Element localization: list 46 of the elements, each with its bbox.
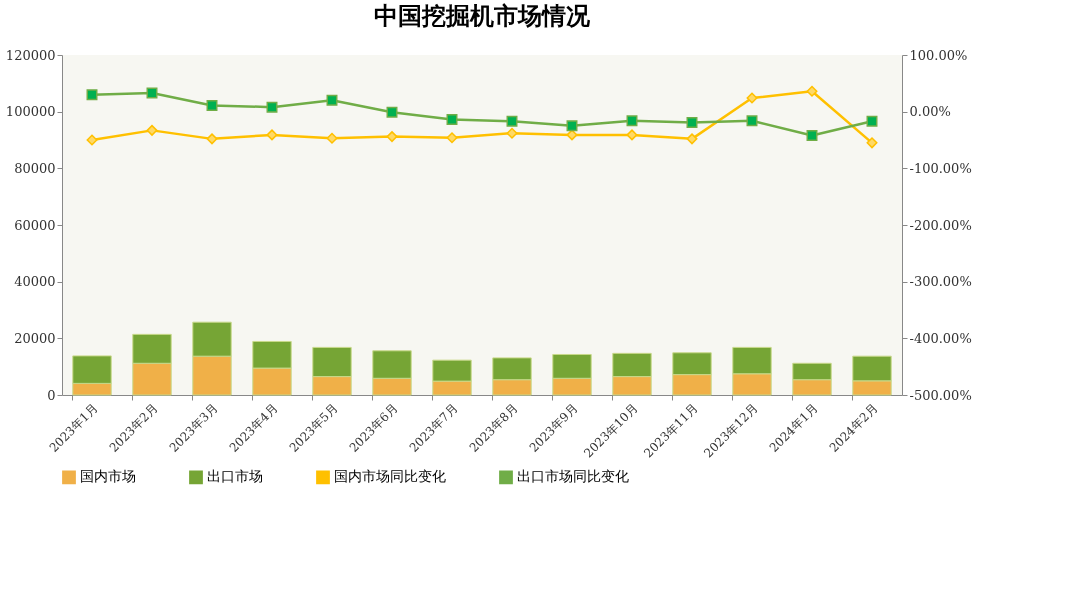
point	[626, 115, 638, 127]
legend-label: 国内市场同比变化	[334, 468, 446, 485]
point	[806, 85, 818, 97]
y-tick-label: 80000	[14, 160, 56, 176]
point	[386, 106, 398, 118]
y-tick-label: 40000	[14, 274, 56, 290]
y-tick-label: 100000	[5, 104, 56, 120]
legend-label: 出口市场同比变化	[517, 468, 629, 485]
point	[746, 92, 758, 104]
point	[146, 124, 158, 136]
point	[626, 129, 638, 141]
y2-tick-label: -400.00%	[909, 330, 972, 346]
y2-tick-label: 100.00%	[909, 47, 968, 63]
point	[326, 132, 338, 144]
point	[266, 129, 278, 141]
point	[86, 89, 98, 101]
point	[866, 137, 878, 149]
legend-label: 国内市场	[80, 468, 136, 485]
y2-tick-label: -100.00%	[909, 160, 972, 176]
y2-tick-label: -500.00%	[909, 387, 972, 403]
y2-tick-label: -300.00%	[909, 274, 972, 290]
point	[386, 131, 398, 143]
point	[86, 134, 98, 146]
y-tick-label: 0	[47, 387, 56, 403]
point	[326, 94, 338, 106]
point	[506, 127, 518, 139]
point	[866, 115, 878, 127]
point	[746, 115, 758, 127]
point	[446, 132, 458, 144]
point	[566, 120, 578, 132]
point	[686, 133, 698, 145]
legend-label: 出口市场	[207, 468, 263, 485]
point	[206, 99, 218, 111]
y2-tick-label: -200.00%	[909, 217, 972, 233]
point	[506, 115, 518, 127]
y-tick-label: 20000	[14, 330, 56, 346]
point	[806, 129, 818, 141]
chart-title: 中国挖掘机市场情况	[374, 1, 591, 30]
point	[446, 114, 458, 126]
y-tick-label: 60000	[14, 217, 56, 233]
point	[266, 101, 278, 113]
point	[146, 87, 158, 99]
y-tick-label: 120000	[5, 47, 56, 63]
point	[206, 133, 218, 145]
y2-tick-label: 0.00%	[909, 104, 951, 120]
point	[686, 116, 698, 128]
